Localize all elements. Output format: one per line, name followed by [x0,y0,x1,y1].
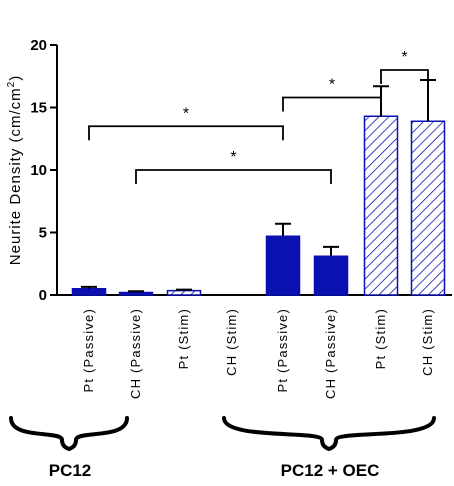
significance-star: * [401,49,407,66]
significance-brackets: * * * * [88,49,429,184]
group-label-pc12-oec: PC12 + OEC [281,461,380,480]
y-tick-label: 20 [30,37,47,54]
category-label: CH (Passive) [323,308,338,399]
group-braces [9,416,436,452]
bar [313,255,349,296]
significance-bracket [380,69,429,84]
brace-pc12-oec [222,416,436,452]
significance-bracket [88,125,284,141]
y-tick-label: 0 [39,287,47,304]
bars [71,115,446,296]
category-label: CH (Stim) [420,308,435,376]
y-tick-label: 10 [30,162,47,179]
brace-pc12 [9,416,129,452]
category-labels: Pt (Passive) CH (Passive) Pt (Stim) CH (Sti… [81,308,435,399]
category-label: Pt (Stim) [373,308,388,369]
category-label: Pt (Passive) [81,308,96,392]
y-axis-label-main: Neurite Density (cm/cm [7,87,24,265]
significance-star: * [230,149,236,166]
category-label: CH (Stim) [224,308,239,376]
bar [118,291,154,296]
y-axis-label: Neurite Density (cm/cm2) [6,75,24,265]
category-label: Pt (Passive) [275,308,290,392]
significance-bracket [282,96,382,112]
y-ticks: 0 5 10 15 20 [30,37,57,304]
y-axis-label-sup: 2 [6,81,17,88]
bar [166,289,202,296]
bar [71,288,107,296]
category-label: Pt (Stim) [176,308,191,369]
y-axis-label-close: ) [7,75,24,81]
category-label: CH (Passive) [128,308,143,399]
significance-star: * [329,77,335,94]
bar [410,120,446,296]
y-tick-label: 5 [39,225,47,242]
group-label-pc12: PC12 [49,461,92,480]
bar [363,115,399,296]
bar [265,235,301,296]
significance-bracket [135,169,332,184]
y-tick-label: 15 [30,100,47,117]
significance-star: * [183,105,189,122]
